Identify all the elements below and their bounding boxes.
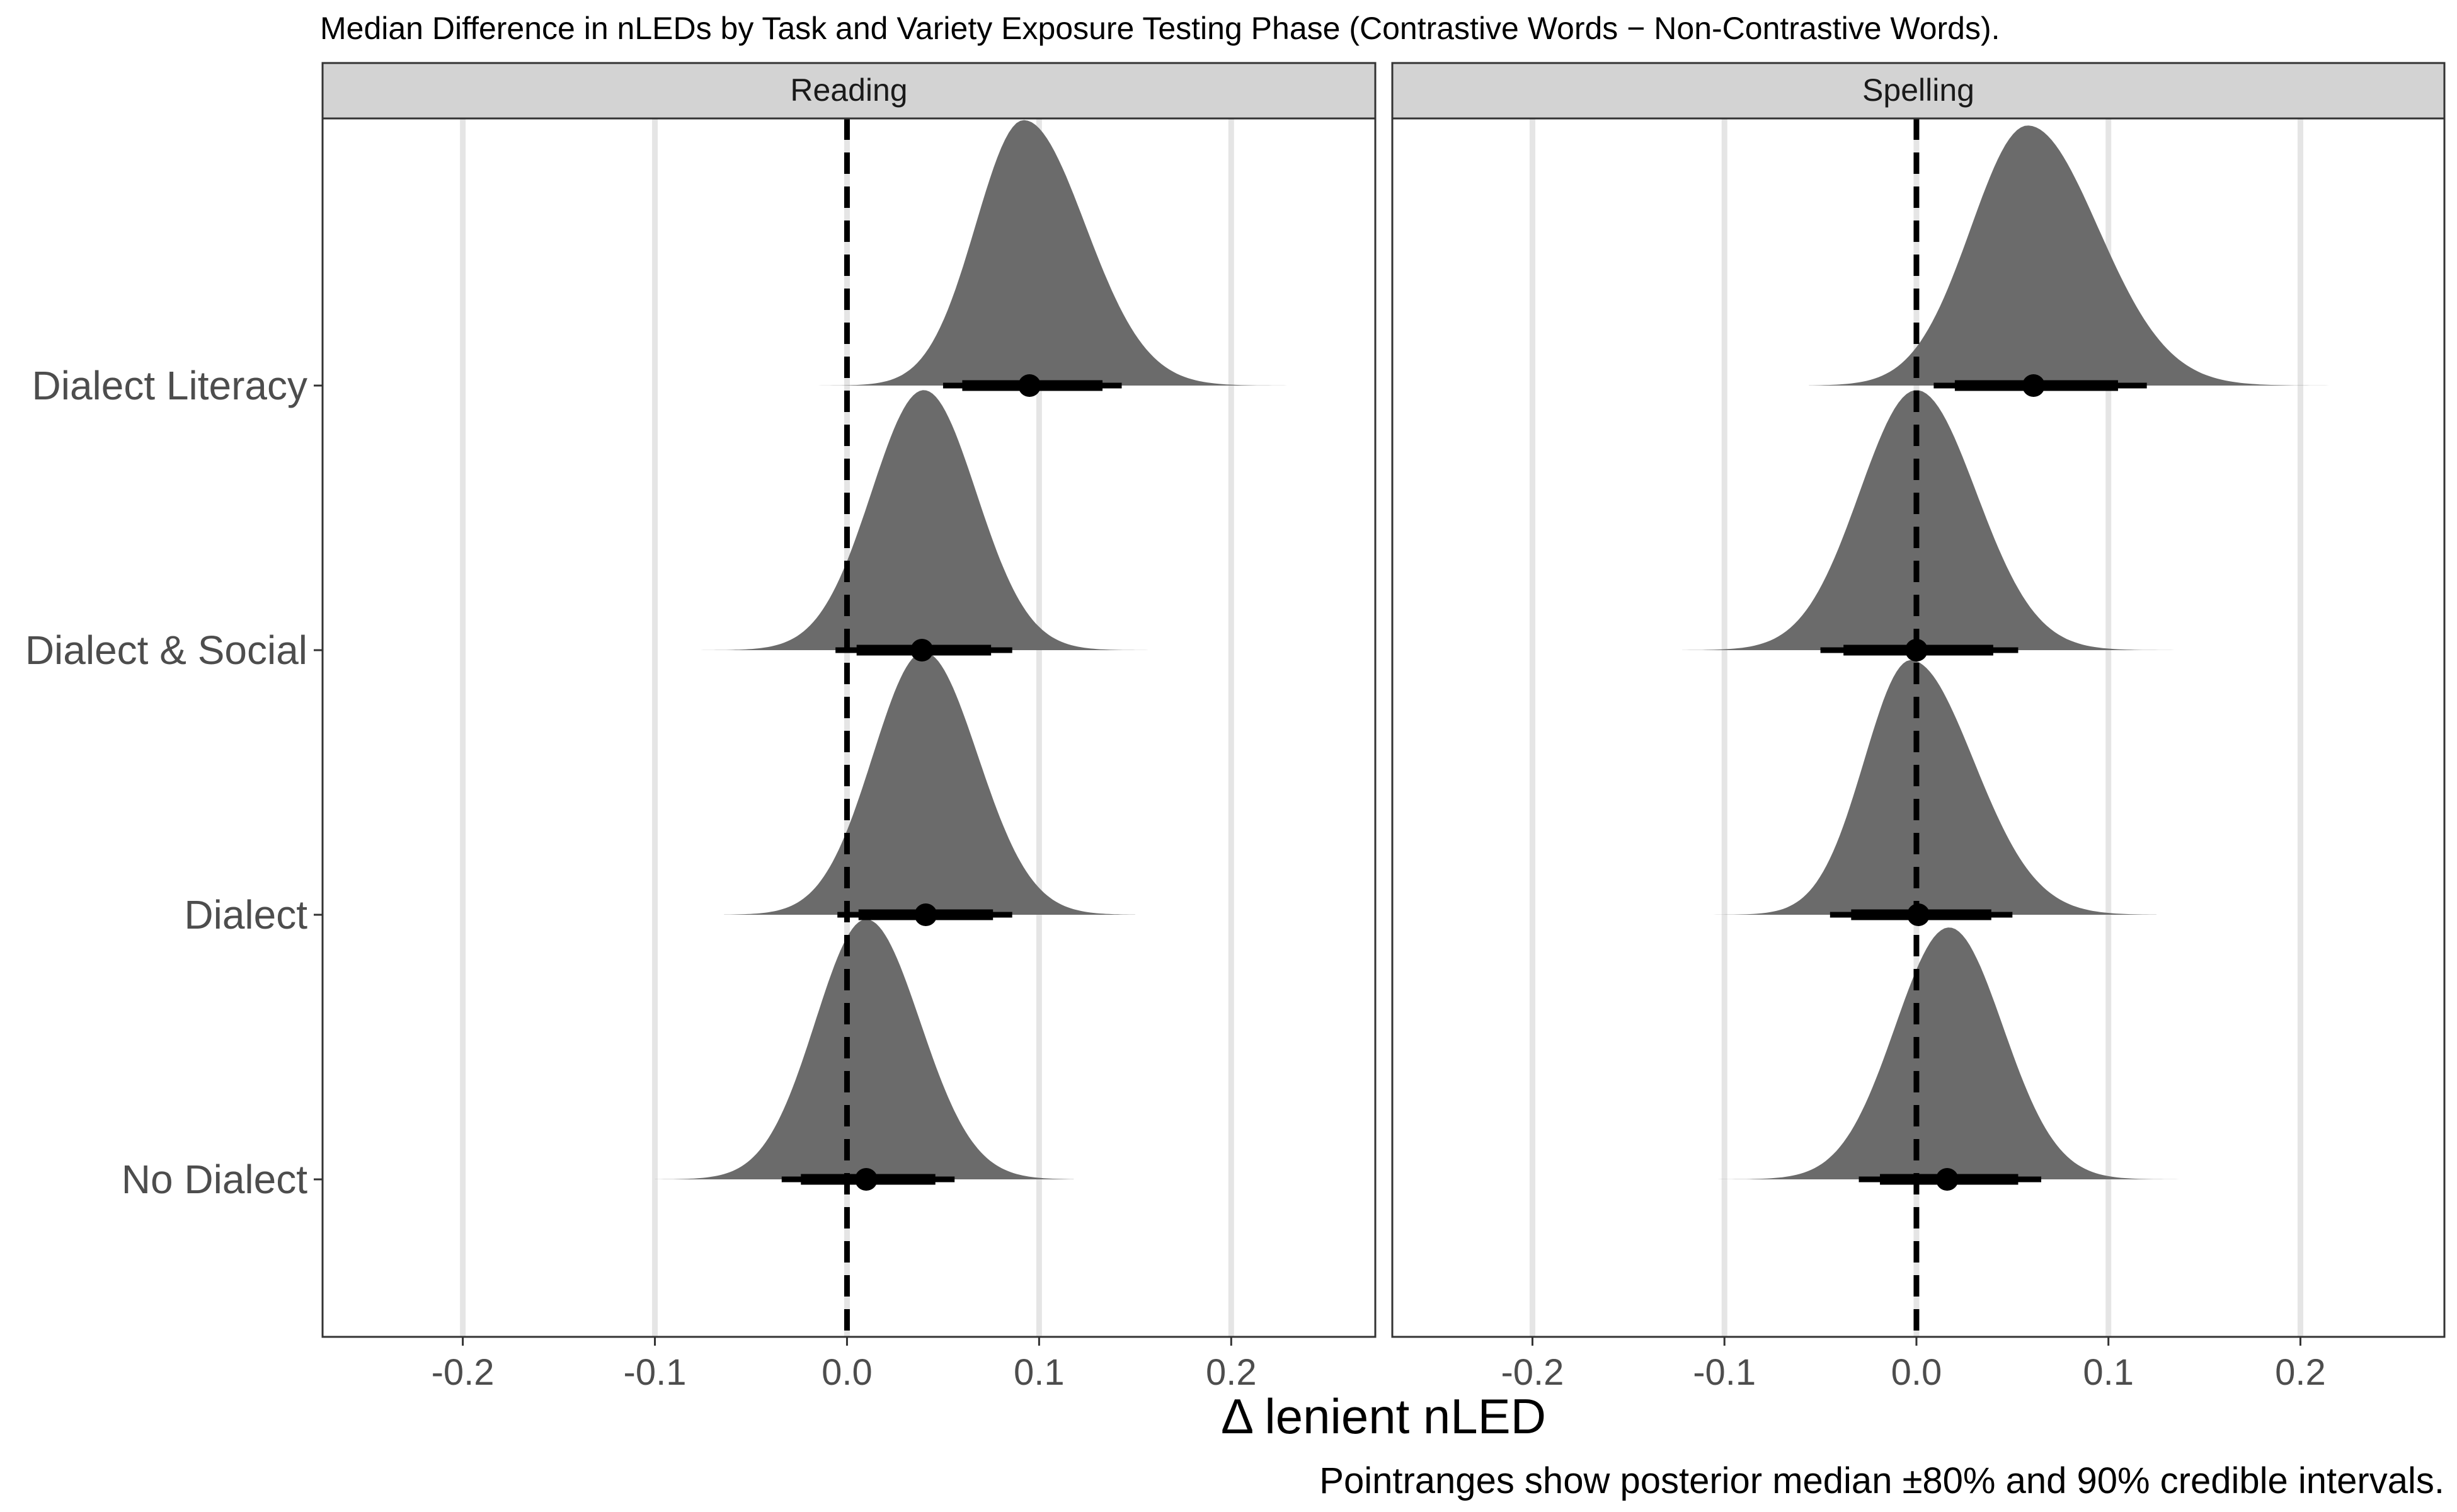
- y-tick-label-no-dialect: No Dialect: [122, 1157, 307, 1202]
- median-point-reading-dialect: [914, 903, 937, 926]
- density-spelling-no-dialect: [1695, 927, 2201, 1179]
- density-reading-no-dialect: [655, 919, 1074, 1179]
- strip-spelling: [1391, 62, 2446, 120]
- y-tick-label-dialect-literacy: Dialect Literacy: [32, 363, 308, 408]
- y-axis: Dialect Literacy Dialect & Social Dialect N…: [25, 363, 323, 1202]
- strip-label-reading: Reading: [790, 72, 907, 108]
- x-axis-title: Δ lenient nLED: [1221, 1389, 1546, 1444]
- x-tick-label: -0.2: [432, 1352, 495, 1393]
- x-tick-label: 0.1: [1014, 1352, 1065, 1393]
- chart-caption: Pointranges show posterior median ±80% a…: [1319, 1460, 2444, 1501]
- x-tick-label: 0.1: [2083, 1352, 2134, 1393]
- x-tick-label: -0.1: [1693, 1352, 1756, 1393]
- panel-spelling: Spelling -0.2 -0.1 0.0 0.1 0.2: [1391, 62, 2446, 1393]
- panel-reading: Reading -0.2 -0.1 0.0 0.1 0.2: [321, 62, 1377, 1393]
- median-point-reading-no-dialect: [854, 1168, 878, 1191]
- density-spelling-dialect-literacy: [1809, 125, 2349, 386]
- density-reading-dialect-and-social: [697, 390, 1149, 650]
- y-tick-label-dialect-and-social: Dialect & Social: [25, 627, 307, 673]
- strip-reading: [321, 62, 1377, 120]
- median-point-spelling-dialect-and-social: [1904, 639, 1928, 662]
- x-tick-label: -0.1: [624, 1352, 687, 1393]
- y-tick-label-dialect: Dialect: [184, 892, 307, 937]
- facet-panels: Reading -0.2 -0.1 0.0 0.1 0.2 Spelling -0.2 -0.1…: [321, 62, 2446, 1393]
- x-tick-label: 0.0: [1891, 1352, 1942, 1393]
- density-spelling-dialect-and-social: [1682, 390, 2243, 650]
- median-point-spelling-dialect-literacy: [2022, 374, 2045, 397]
- median-point-reading-dialect-and-social: [910, 639, 934, 662]
- chart-title: Median Difference in nLEDs by Task and V…: [320, 11, 2000, 46]
- strip-label-spelling: Spelling: [1862, 72, 1974, 108]
- x-tick-label: 0.0: [822, 1352, 873, 1393]
- x-tick-label: -0.2: [1501, 1352, 1564, 1393]
- density-reading-dialect-literacy: [806, 120, 1341, 386]
- x-tick-label: 0.2: [1206, 1352, 1257, 1393]
- median-point-spelling-dialect: [1907, 903, 1930, 926]
- panel-border: [321, 117, 1377, 1338]
- panel-border: [1391, 117, 2446, 1338]
- density-spelling-dialect: [1690, 660, 2156, 915]
- median-point-spelling-no-dialect: [1935, 1168, 1959, 1191]
- density-reading-dialect: [724, 651, 1135, 915]
- x-tick-label: 0.2: [2275, 1352, 2326, 1393]
- median-point-reading-dialect-literacy: [1018, 374, 1041, 397]
